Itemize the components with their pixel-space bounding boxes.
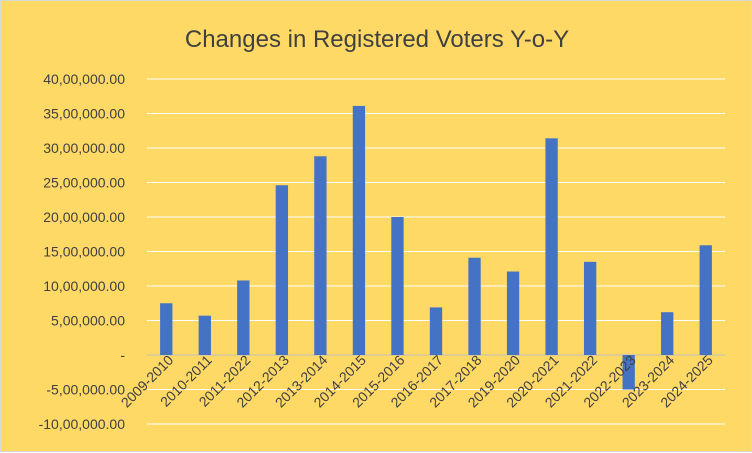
bar bbox=[506, 271, 520, 355]
bar bbox=[583, 261, 597, 355]
y-tick-label: 40,00,000.00 bbox=[43, 71, 125, 87]
y-tick-label: -10,00,000.00 bbox=[39, 416, 126, 432]
y-tick-label: 15,00,000.00 bbox=[43, 244, 125, 260]
bar bbox=[699, 245, 712, 355]
bar bbox=[391, 217, 404, 355]
bar bbox=[429, 307, 443, 355]
bar bbox=[160, 303, 173, 355]
y-tick-label: 25,00,000.00 bbox=[43, 175, 125, 191]
y-tick-label: 10,00,000.00 bbox=[43, 278, 125, 294]
y-tick-label: -5,00,000.00 bbox=[46, 382, 125, 398]
bar bbox=[237, 280, 250, 355]
bar bbox=[352, 105, 366, 355]
bar bbox=[661, 312, 674, 355]
y-tick-label: 5,00,000.00 bbox=[51, 313, 125, 329]
y-tick-label: - bbox=[120, 347, 125, 363]
bar bbox=[468, 257, 481, 355]
y-tick-label: 20,00,000.00 bbox=[43, 209, 125, 225]
y-tick-label: 35,00,000.00 bbox=[43, 106, 125, 122]
bar bbox=[275, 185, 289, 355]
bar-series bbox=[160, 105, 712, 390]
y-tick-label: 30,00,000.00 bbox=[43, 140, 125, 156]
y-axis-tick-labels: 40,00,000.00 35,00,000.00 30,00,000.00 25,0… bbox=[39, 71, 126, 432]
bar bbox=[314, 156, 327, 355]
bar bbox=[545, 138, 558, 355]
chart-title: Changes in Registered Voters Y-o-Y bbox=[185, 26, 569, 53]
bar bbox=[198, 315, 211, 355]
bar bbox=[622, 355, 635, 390]
